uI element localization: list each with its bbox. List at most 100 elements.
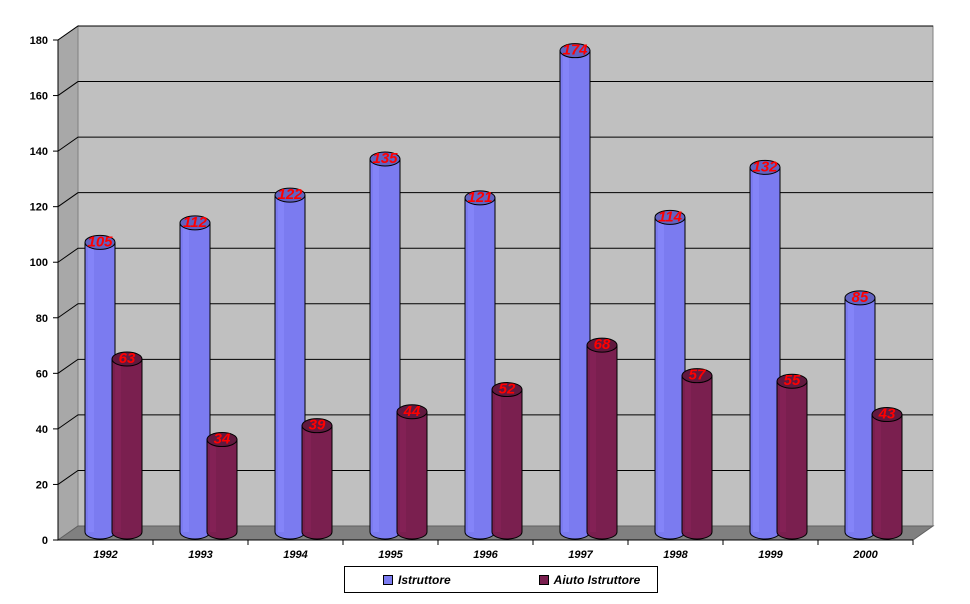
bar-top [84,234,116,250]
data-label: 114 [658,208,683,225]
data-label: 68 [594,336,611,353]
y-tick-label: 60 [36,368,48,380]
x-tick-label: 1993 [188,549,212,561]
bar-top [301,418,333,434]
x-tick-label: 1996 [473,549,498,561]
legend-item-aiuto-istruttore: Aiuto Istruttore [538,572,641,587]
bar-highlight [305,425,311,532]
bar-highlight [278,195,284,532]
bar-highlight [210,439,216,532]
gridline [57,136,933,152]
legend-swatch-aiuto-istruttore [538,574,549,585]
legend: Istruttore Aiuto Istruttore [344,566,658,593]
y-tick-label: 0 [42,535,48,547]
data-label: 57 [689,367,706,384]
bar [274,187,306,540]
bar [844,290,876,540]
gridline [57,469,933,485]
y-tick-label: 140 [30,146,48,158]
bar-highlight [563,50,569,533]
data-label: 85 [852,289,869,306]
data-label: 121 [467,189,492,206]
bar [491,382,523,540]
legend-label-istruttore: Istruttore [398,572,451,587]
bar-top [586,337,618,353]
bar [749,159,781,540]
y-tick-label: 100 [30,257,48,269]
bar-top [206,432,238,448]
y-axis-ticks: 0 20 40 60 80 100 120 140 160 180 [30,35,58,547]
bar-highlight [685,375,691,532]
bar-highlight [468,197,474,532]
gridline [57,192,933,208]
bar [369,151,401,540]
bar [396,404,428,540]
x-tick-label: 1997 [568,549,593,561]
data-label: 55 [784,372,801,389]
bar-top [654,209,686,225]
gridlines [57,25,933,485]
bar-top [491,382,523,398]
bar-top [274,187,306,203]
x-tick-label: 1999 [758,549,783,561]
x-tick-label: 1995 [378,549,403,561]
legend-label-aiuto-istruttore: Aiuto Istruttore [553,572,641,587]
bar [84,234,116,540]
data-label: 105 [87,233,113,250]
side-wall [57,25,79,541]
gridline [57,25,933,41]
bar [559,43,591,540]
bar-top [111,351,143,367]
legend-item-istruttore: Istruttore [383,573,451,587]
bar [464,190,496,540]
data-label: 135 [372,150,398,167]
bar-highlight [183,222,189,532]
bar [111,351,143,540]
data-label: 132 [752,158,778,175]
gridline [57,414,933,430]
bar-top [749,159,781,175]
y-tick-label: 180 [30,35,48,47]
bar-top [396,404,428,420]
bar-highlight [400,411,406,532]
data-label: 63 [119,350,136,367]
bar-highlight [88,242,94,533]
bar [179,215,211,540]
bars [84,43,903,540]
bar-highlight [658,217,664,533]
y-tick-label: 40 [36,424,48,436]
data-labels: 105 63 112 34 122 39 135 44 121 52 174 68 114 57 132 55… [87,42,896,448]
bar-top [776,373,808,389]
data-label: 52 [499,381,516,398]
bar-highlight [590,345,596,532]
data-label: 44 [403,403,421,420]
bar [654,209,686,540]
bar-highlight [495,389,501,532]
bar [586,337,618,540]
y-tick-label: 120 [30,202,48,214]
gridline [57,303,933,319]
bar [871,407,903,540]
bar-highlight [875,414,881,532]
gridline [57,81,933,96]
data-label: 39 [309,417,326,434]
data-label: 34 [214,431,231,448]
bar-top [559,43,591,59]
y-tick-label: 80 [36,313,48,325]
bar-highlight [848,297,854,532]
data-label: 174 [562,42,588,59]
bar [206,432,238,540]
gridline [57,247,933,263]
y-tick-label: 20 [36,479,48,491]
x-tick-label: 1992 [93,549,117,561]
data-label: 43 [878,406,896,423]
y-tick-label: 160 [30,91,48,103]
bar-top [681,368,713,384]
bar-highlight [373,159,379,532]
bar-highlight [780,381,786,532]
bar [776,373,808,540]
legend-swatch-istruttore [383,574,393,585]
bar-highlight [115,359,121,532]
data-label: 112 [183,214,208,231]
x-tick-label: 1994 [283,549,307,561]
